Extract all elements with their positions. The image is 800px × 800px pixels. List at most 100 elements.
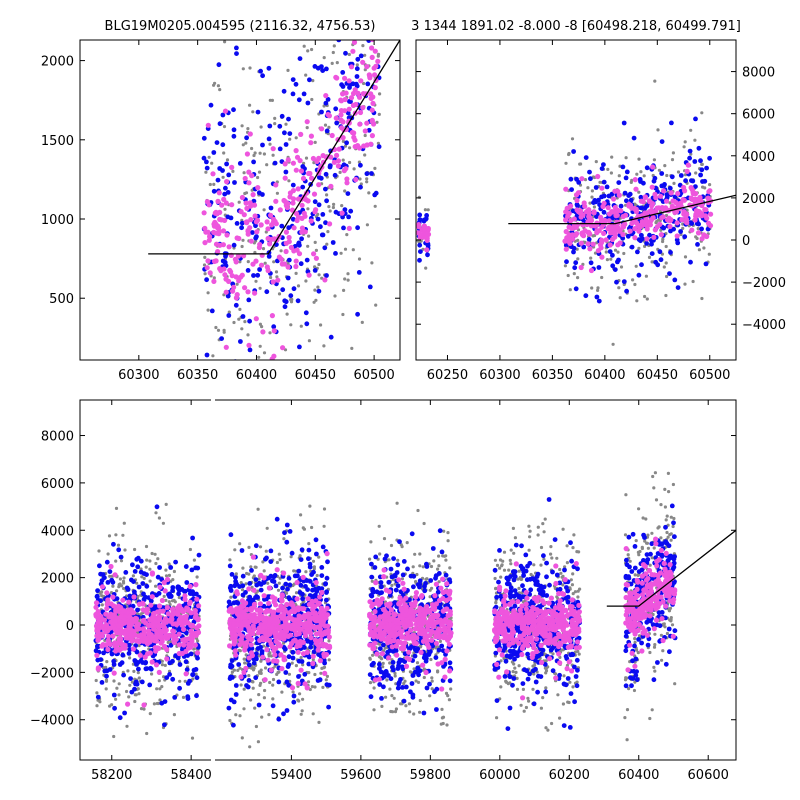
data-point (177, 685, 183, 691)
data-point (646, 198, 653, 204)
data-point (327, 205, 331, 209)
data-point (267, 617, 273, 623)
data-point (323, 186, 328, 192)
data-point (315, 216, 321, 222)
data-point (157, 679, 161, 683)
data-point (206, 291, 210, 295)
data-point (317, 658, 323, 664)
data-point (293, 81, 299, 87)
data-point (312, 637, 319, 643)
data-point (300, 596, 305, 602)
data-point (328, 334, 334, 340)
data-point (116, 543, 121, 547)
data-point (135, 607, 140, 613)
data-point (290, 661, 294, 665)
data-point (298, 168, 304, 174)
data-point (235, 253, 241, 259)
data-point (563, 186, 569, 192)
data-point (266, 406, 269, 409)
data-point (256, 702, 262, 708)
data-point (316, 155, 322, 161)
data-point (271, 353, 277, 359)
data-point (269, 313, 275, 319)
data-point (369, 54, 375, 61)
data-point (313, 288, 317, 292)
data-point (342, 75, 348, 81)
data-point (208, 102, 214, 108)
data-point (322, 665, 327, 669)
data-point (148, 567, 152, 571)
data-point (317, 273, 321, 277)
data-point (372, 708, 376, 712)
data-point (162, 634, 168, 640)
data-point (176, 642, 182, 648)
data-point (342, 288, 346, 292)
data-point (234, 713, 238, 717)
data-point (226, 244, 232, 250)
data-point (304, 321, 310, 327)
data-point (250, 679, 254, 684)
data-point (276, 716, 282, 722)
data-point (578, 264, 584, 271)
data-point (587, 231, 593, 237)
data-point (223, 344, 229, 350)
data-point (322, 507, 327, 511)
data-point (215, 249, 221, 255)
data-point (114, 697, 118, 701)
data-point (256, 589, 260, 593)
data-point (236, 662, 242, 667)
data-point (121, 672, 126, 678)
data-point (239, 220, 245, 226)
data-point (270, 279, 276, 285)
data-point (224, 232, 230, 238)
x-tick-label: 60300 (479, 368, 520, 383)
data-point (568, 203, 574, 209)
data-point (243, 320, 247, 324)
data-point (144, 544, 149, 549)
data-point (446, 531, 450, 535)
data-point (98, 700, 102, 704)
data-point (231, 133, 237, 139)
data-point (259, 125, 263, 129)
data-point (370, 261, 374, 265)
data-point (103, 622, 109, 629)
data-point (429, 564, 434, 569)
data-point (211, 278, 217, 284)
data-point (303, 197, 309, 203)
data-point (281, 711, 286, 717)
data-point (573, 232, 579, 238)
data-point (148, 665, 153, 671)
data-point (217, 242, 223, 248)
data-point (127, 593, 133, 599)
data-point (167, 600, 171, 604)
data-point (282, 618, 288, 625)
data-point (266, 254, 272, 259)
data-point (334, 152, 340, 158)
data-point (404, 704, 408, 708)
data-point (292, 569, 296, 573)
data-point (322, 56, 326, 60)
data-point (332, 44, 336, 48)
data-point (424, 247, 430, 253)
data-point (249, 173, 255, 179)
data-point (343, 144, 348, 148)
data-point (580, 212, 586, 218)
data-point (248, 203, 254, 209)
data-point (262, 619, 268, 625)
data-point (298, 692, 302, 696)
data-point (568, 288, 572, 292)
data-point (575, 190, 582, 196)
data-point (319, 671, 323, 675)
data-point (164, 502, 168, 506)
data-point (324, 678, 328, 682)
data-point (287, 672, 291, 676)
data-point (176, 627, 181, 633)
data-point (240, 124, 244, 128)
data-point (145, 731, 149, 736)
data-point (625, 233, 631, 239)
data-point (254, 217, 261, 223)
data-point (254, 582, 260, 588)
data-point (282, 161, 288, 167)
data-point (417, 242, 423, 248)
